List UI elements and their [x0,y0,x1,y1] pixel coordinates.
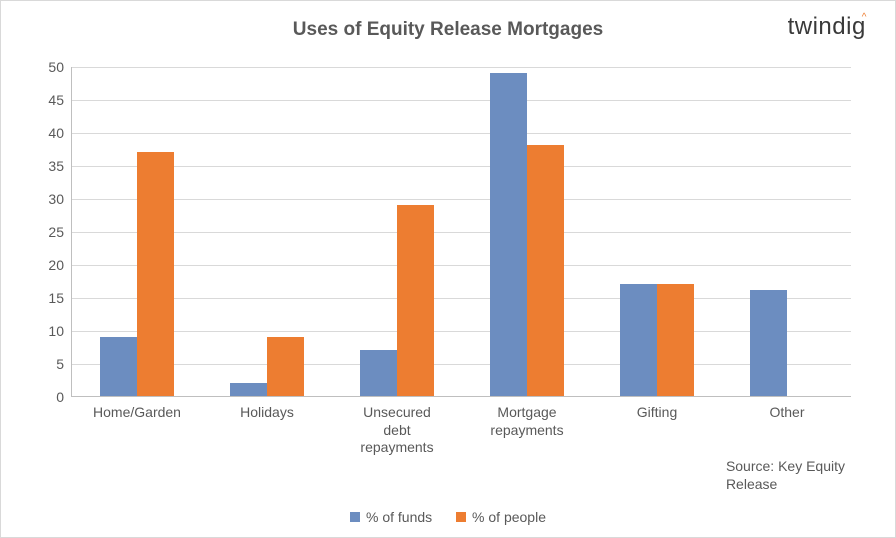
chart-legend: % of funds % of people [1,509,895,525]
gridline [72,67,851,68]
gridline [72,166,851,167]
gridline [72,364,851,365]
category-label: Home/Garden [72,404,202,422]
y-tick-label: 25 [48,224,64,240]
bar-people [137,152,174,396]
gridline [72,199,851,200]
legend-item-people: % of people [456,509,546,525]
bar-people [397,205,434,396]
category-label: Holidays [202,404,332,422]
category-label: Unsecureddebtrepayments [332,404,462,457]
y-tick-label: 45 [48,92,64,108]
bar-people [657,284,694,396]
source-credit: Source: Key EquityRelease [726,458,845,493]
category-label: Mortgagerepayments [462,404,592,439]
gridline [72,133,851,134]
bar-people [527,145,564,396]
category-label: Other [722,404,852,422]
legend-swatch-people [456,512,466,522]
chart-plot-area: 05101520253035404550Home/GardenHolidaysU… [71,67,851,397]
bar-people [267,337,304,396]
category-label: Gifting [592,404,722,422]
y-tick-label: 35 [48,158,64,174]
bar-funds [360,350,397,396]
legend-label-people: % of people [472,509,546,525]
y-tick-label: 40 [48,125,64,141]
gridline [72,100,851,101]
gridline [72,265,851,266]
bar-funds [490,73,527,396]
y-tick-label: 15 [48,290,64,306]
gridline [72,298,851,299]
y-tick-label: 0 [56,389,64,405]
gridline [72,331,851,332]
bar-funds [100,337,137,396]
bar-funds [750,290,787,396]
bar-funds [230,383,267,396]
legend-item-funds: % of funds [350,509,432,525]
y-tick-label: 10 [48,323,64,339]
y-tick-label: 50 [48,59,64,75]
y-tick-label: 5 [56,356,64,372]
legend-label-funds: % of funds [366,509,432,525]
chart-title: Uses of Equity Release Mortgages [1,19,895,41]
y-tick-label: 20 [48,257,64,273]
bar-funds [620,284,657,396]
gridline [72,232,851,233]
legend-swatch-funds [350,512,360,522]
y-tick-label: 30 [48,191,64,207]
